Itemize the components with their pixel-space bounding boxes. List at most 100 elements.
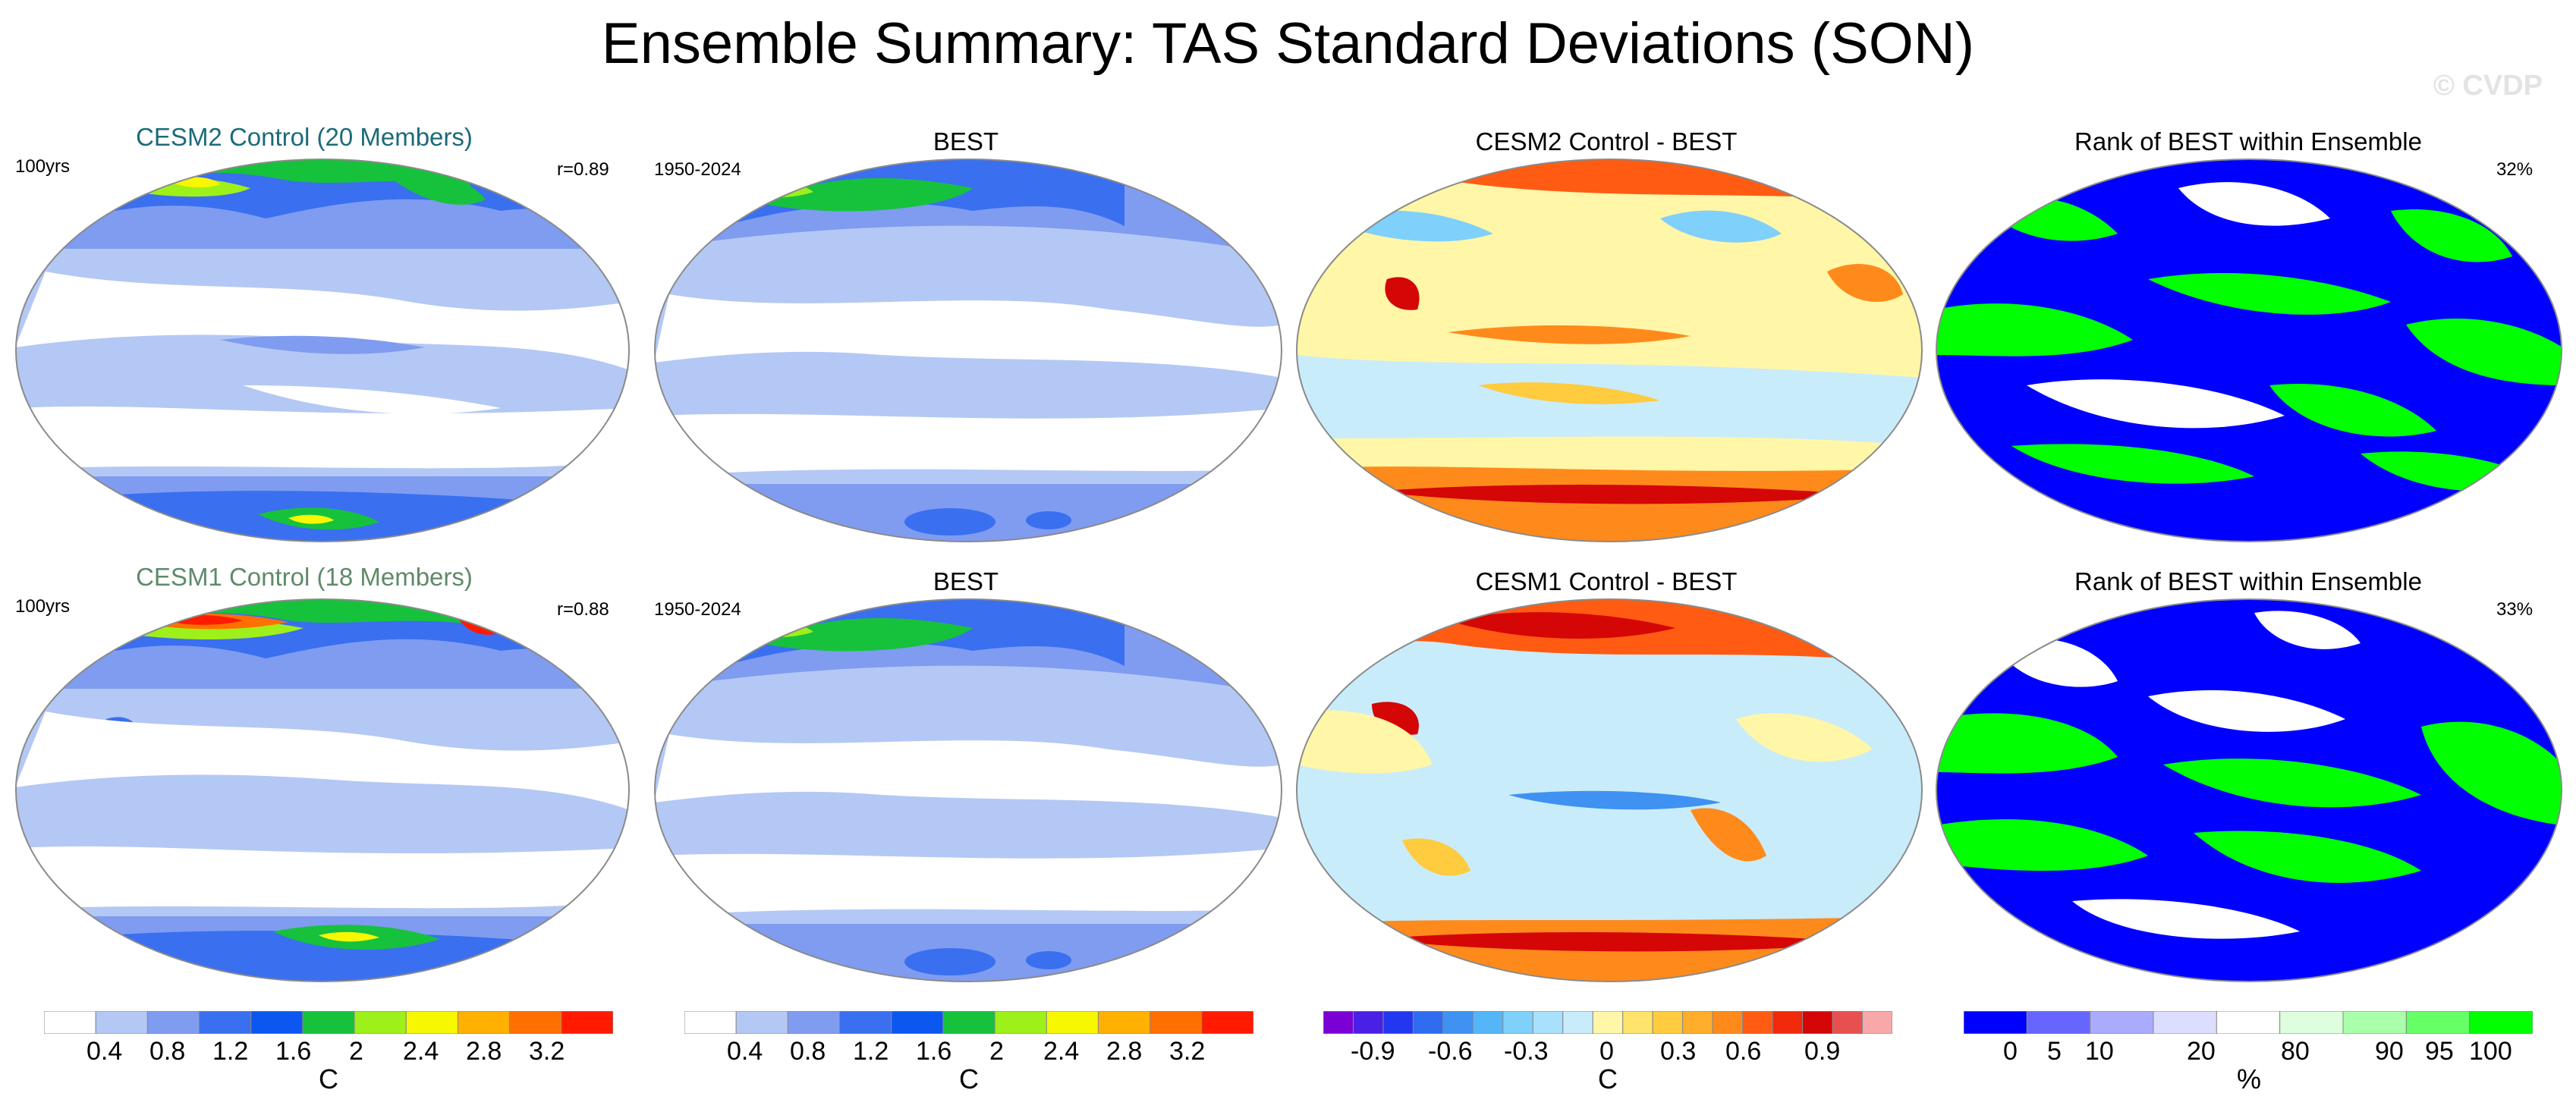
colorbar-swatch	[354, 1011, 407, 1034]
colorbar-tick: 0	[2003, 1037, 2018, 1066]
colorbar-swatch	[735, 1011, 788, 1034]
colorbar-tick: 2.4	[1043, 1037, 1080, 1066]
pattern-correlation-label: r=0.89	[557, 159, 609, 180]
colorbar-swatch	[1412, 1011, 1444, 1034]
diff-panel-title: CESM2 Control - BEST	[1475, 127, 1738, 155]
colorbar-swatch	[1742, 1011, 1773, 1034]
colorbar-tick: 1.6	[275, 1037, 312, 1066]
model-years-label: 100yrs	[15, 596, 71, 617]
colorbar-swatch	[839, 1011, 892, 1034]
obs-years-label: 1950-2024	[654, 159, 741, 180]
rank-percent-label: 32%	[2496, 159, 2534, 180]
difference-map	[1296, 598, 1923, 982]
model-panel-title: CESM2 Control (20 Members)	[136, 123, 473, 151]
colorbar-swatch	[1832, 1011, 1864, 1034]
colorbar-swatch	[2469, 1011, 2533, 1034]
colorbar-swatch	[891, 1011, 944, 1034]
colorbar-tick: 0.4	[86, 1037, 123, 1066]
colorbar-swatch	[1562, 1011, 1593, 1034]
colorbar-tick: 5	[2047, 1037, 2062, 1066]
rank-map	[1936, 598, 2562, 982]
colorbar-swatch	[1532, 1011, 1564, 1034]
colorbar-unit: %	[2237, 1063, 2262, 1095]
obs-panel-title: BEST	[933, 567, 999, 595]
colorbar-tick: 2	[349, 1037, 363, 1066]
model-sd-map	[15, 598, 630, 982]
colorbar-swatch	[44, 1011, 96, 1034]
colorbar-swatch	[2279, 1011, 2344, 1034]
obs-sd-map	[654, 159, 1282, 542]
colorbar-swatch	[1323, 1011, 1354, 1034]
colorbar-swatch	[2153, 1011, 2217, 1034]
colorbar-swatch	[1862, 1011, 1892, 1034]
colorbar-swatch	[1097, 1011, 1151, 1034]
model-sd-map	[15, 159, 630, 542]
pattern-correlation-label: r=0.88	[557, 599, 609, 620]
colorbar-tick: 0.8	[149, 1037, 186, 1066]
colorbar-model-sd	[44, 1011, 613, 1034]
rank-percent-label: 33%	[2496, 599, 2534, 620]
colorbar-swatch	[302, 1011, 355, 1034]
colorbar-swatch	[2090, 1011, 2154, 1034]
model-years-label: 100yrs	[15, 156, 71, 177]
colorbar-tick: 100	[2469, 1037, 2512, 1066]
colorbar-tick: -0.6	[1428, 1037, 1473, 1066]
obs-years-label: 1950-2024	[654, 599, 741, 620]
colorbar-tick: 2.4	[403, 1037, 439, 1066]
colorbar-tick: 10	[2085, 1037, 2114, 1066]
colorbar-swatch	[1622, 1011, 1653, 1034]
colorbar-tick: 80	[2281, 1037, 2310, 1066]
colorbar-swatch	[2405, 1011, 2471, 1034]
colorbar-swatch	[1712, 1011, 1744, 1034]
colorbar-swatch	[95, 1011, 148, 1034]
colorbar-swatch	[1964, 1011, 2027, 1034]
colorbar-tick: 0.9	[1804, 1037, 1841, 1066]
colorbar-swatch	[457, 1011, 511, 1034]
colorbar-tick: 3.2	[1169, 1037, 1206, 1066]
colorbar-tick: 2.8	[466, 1037, 502, 1066]
colorbar-tick: 95	[2425, 1037, 2454, 1066]
difference-map	[1296, 159, 1923, 542]
colorbar-swatch	[2026, 1011, 2091, 1034]
obs-sd-map	[654, 598, 1282, 982]
colorbar-swatch	[1046, 1011, 1099, 1034]
colorbar-swatch	[1150, 1011, 1203, 1034]
colorbar-swatch	[2216, 1011, 2281, 1034]
colorbar-tick: 1.6	[916, 1037, 952, 1066]
colorbar-swatch	[1682, 1011, 1713, 1034]
colorbar-tick: 20	[2187, 1037, 2216, 1066]
colorbar-tick: -0.3	[1504, 1037, 1549, 1066]
page-title: Ensemble Summary: TAS Standard Deviation…	[601, 11, 1975, 76]
colorbar-swatch	[509, 1011, 562, 1034]
colorbar-swatch	[1352, 1011, 1384, 1034]
colorbar-swatch	[1201, 1011, 1253, 1034]
model-panel-title: CESM1 Control (18 Members)	[136, 563, 473, 591]
colorbar-tick: 1.2	[212, 1037, 249, 1066]
copyright-watermark: © CVDP	[2433, 70, 2543, 102]
colorbar-swatch	[561, 1011, 613, 1034]
colorbar-swatch	[1592, 1011, 1624, 1034]
colorbar-swatch	[146, 1011, 200, 1034]
colorbar-unit: C	[959, 1063, 979, 1095]
colorbar-tick: 2	[989, 1037, 1004, 1066]
rank-panel-title: Rank of BEST within Ensemble	[2074, 127, 2422, 155]
colorbar-tick: 1.2	[853, 1037, 889, 1066]
colorbar-swatch	[684, 1011, 737, 1034]
rank-panel-title: Rank of BEST within Ensemble	[2074, 567, 2422, 595]
colorbar-tick: 90	[2375, 1037, 2404, 1066]
colorbar-tick: -0.9	[1351, 1037, 1395, 1066]
colorbar-swatch	[1802, 1011, 1833, 1034]
colorbar-swatch	[1382, 1011, 1414, 1034]
colorbar-swatch	[199, 1011, 252, 1034]
colorbar-difference	[1323, 1011, 1892, 1034]
colorbar-swatch	[1772, 1011, 1804, 1034]
colorbar-tick: 2.8	[1106, 1037, 1143, 1066]
diff-panel-title: CESM1 Control - BEST	[1475, 567, 1738, 595]
colorbar-unit: C	[319, 1063, 338, 1095]
colorbar-tick: 0.6	[1725, 1037, 1762, 1066]
colorbar-swatch	[2342, 1011, 2407, 1034]
colorbar-swatch	[787, 1011, 841, 1034]
colorbar-obs-sd	[684, 1011, 1253, 1034]
colorbar-swatch	[1442, 1011, 1474, 1034]
colorbar-tick: 0.4	[727, 1037, 763, 1066]
